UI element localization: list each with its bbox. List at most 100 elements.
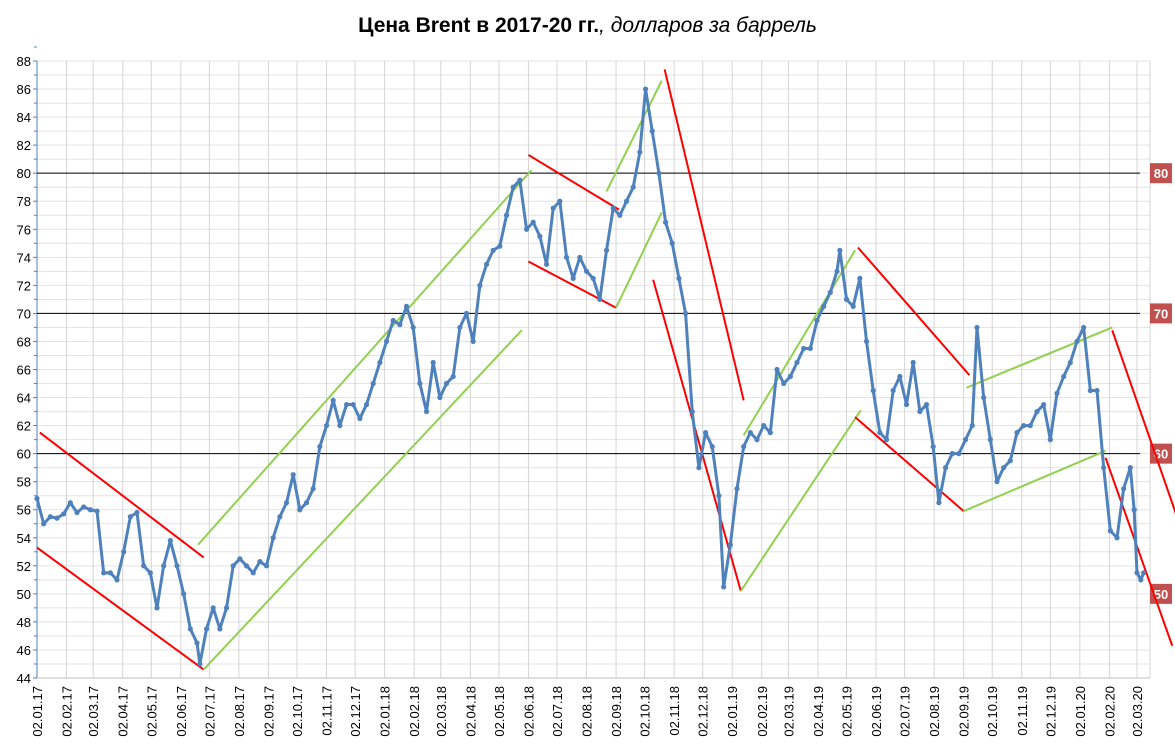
data-point [94,508,100,514]
data-point [497,243,503,249]
y-tick-label: 80 [17,166,31,181]
data-point [550,205,556,211]
data-point [1001,465,1007,471]
data-point [450,373,456,380]
data-point [987,437,993,443]
green-trend-line [963,449,1106,513]
data-point [47,514,53,520]
x-tick-label: 02.08.17 [232,686,247,737]
data-point [1034,408,1040,415]
data-point [1054,390,1060,396]
data-point [956,451,962,457]
data-point [662,219,669,225]
data-point [649,128,655,134]
data-point [794,359,800,366]
data-point [243,563,250,569]
data-point [523,226,530,232]
data-point [87,507,93,513]
green-trend-line [605,80,663,192]
data-point [981,394,987,401]
data-point [716,493,722,499]
data-point [617,212,623,218]
data-point [696,465,702,471]
level-label-box [1150,443,1172,464]
data-point [443,380,450,387]
x-tick-label: 02.06.18 [521,686,536,737]
green-trend-line [739,409,862,592]
data-point [637,149,643,155]
data-point [134,509,140,516]
green-trend-line [615,212,663,309]
data-point [610,205,616,211]
data-point [857,275,863,281]
data-point [283,500,290,506]
data-point [877,430,883,436]
x-tick-label: 02.08.18 [580,686,595,737]
data-point [709,444,715,450]
data-point [277,514,283,520]
data-point [477,282,483,288]
data-point [923,401,930,408]
data-point [1081,324,1087,331]
chart-title: Цена Brent в 2017-20 гг., долларов за ба… [0,14,1175,38]
data-point [417,380,423,387]
data-point [187,626,193,632]
x-tick-label: 02.09.17 [261,686,276,737]
x-tick-label: 02.11.17 [320,686,335,736]
x-tick-label: 02.05.19 [840,686,855,737]
data-point [490,247,496,253]
data-point [1131,507,1137,513]
data-point [81,504,87,510]
y-tick-label: 56 [17,503,31,518]
green-trend-line [197,169,533,546]
data-point [1007,458,1013,464]
data-point [890,387,896,394]
data-point [1138,577,1144,583]
data-point [837,247,843,253]
x-tick-label: 02.09.18 [609,686,624,737]
data-point [397,322,403,328]
x-tick-label: 02.02.17 [60,686,75,737]
data-point [323,422,330,429]
data-point [377,359,383,366]
data-point [870,387,876,394]
y-tick-label: 76 [17,222,31,237]
data-point [114,577,120,583]
red-trend-line [527,154,620,211]
data-point [203,626,210,632]
data-point [1094,387,1100,394]
red-trend-line [663,69,745,401]
data-point [437,394,443,401]
data-point [702,430,709,436]
data-point [910,359,916,366]
data-point [410,324,416,331]
x-tick-label: 02.12.18 [696,686,711,737]
y-tick-label: 82 [17,138,31,153]
y-tick-label: 84 [17,110,31,125]
data-point [510,184,516,190]
y-tick-label: 44 [17,671,31,686]
data-point [1074,338,1080,345]
data-point [623,198,630,204]
data-point [330,397,336,403]
data-point [747,430,753,436]
data-point [517,177,523,183]
y-tick-label: 48 [17,615,31,630]
data-point [310,486,316,492]
data-point [930,444,936,450]
y-tick-label: 68 [17,334,31,349]
data-point [403,303,410,309]
data-point [370,380,376,387]
data-point [834,268,840,274]
data-point [689,408,695,415]
data-point [181,591,187,597]
level-label: 50 [1154,587,1168,602]
data-point [457,324,463,331]
data-point [147,570,153,576]
x-tick-label: 02.01.19 [725,686,740,737]
y-tick-label: 78 [17,194,31,209]
data-point [363,401,370,408]
data-point [317,444,323,450]
red-trend-line [1104,457,1174,647]
data-point [883,437,890,443]
